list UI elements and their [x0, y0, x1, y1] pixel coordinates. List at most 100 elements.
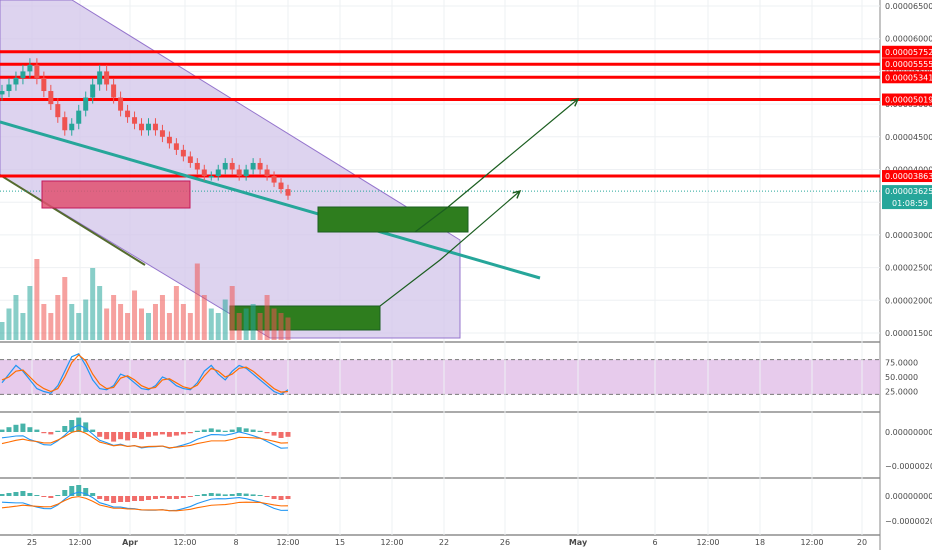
macd-histogram-bar	[132, 496, 138, 501]
price-axis-tick-label: 0.00006500	[885, 2, 932, 11]
macd-histogram-bar	[139, 432, 145, 440]
volume-bar	[111, 295, 117, 340]
signal-line	[1, 496, 289, 512]
volume-bar	[187, 313, 193, 340]
macd-histogram-bar	[76, 485, 82, 496]
time-axis-tick-label: Apr	[122, 538, 138, 547]
candle-body	[118, 97, 124, 111]
volume-bar	[257, 313, 263, 340]
macd-histogram-bar	[34, 429, 40, 432]
macd-histogram-bar	[125, 496, 131, 502]
macd-histogram-bar	[55, 495, 61, 496]
time-axis-tick-label: 12:00	[696, 538, 719, 547]
macd-histogram-bar	[6, 427, 12, 432]
macd-axis-tick-label: 0.00000000	[885, 492, 932, 501]
candle-body	[13, 77, 19, 85]
candle-body	[285, 189, 291, 196]
price-axis-tick-label: 0.00006000	[885, 35, 932, 44]
time-axis-tick-label: 15	[335, 538, 345, 547]
macd-histogram-bar	[111, 432, 117, 442]
volume-bar	[264, 295, 270, 340]
stochastic-axis-tick-label: 50.0000	[885, 373, 918, 382]
volume-bar	[104, 308, 110, 340]
macd-histogram-bar	[83, 422, 89, 432]
volume-bar	[83, 299, 89, 340]
macd-histogram-bar	[90, 429, 96, 432]
candle-body	[201, 169, 207, 177]
candle-body	[145, 123, 151, 131]
macd-histogram-bar	[152, 496, 158, 499]
macd-histogram-bar	[159, 432, 165, 435]
time-axis-tick-label: 18	[755, 538, 765, 547]
price-level-tag	[882, 170, 932, 183]
macd-histogram-bar	[243, 493, 249, 496]
volume-bar	[69, 304, 75, 340]
macd-histogram-bar	[62, 490, 68, 496]
projection-arrow-upper	[414, 99, 578, 233]
stochastic-line	[1, 354, 289, 393]
volume-bar	[97, 286, 103, 340]
macd-histogram-bar	[285, 496, 291, 499]
macd-histogram-bar	[104, 432, 110, 440]
price-level-tag	[882, 93, 932, 106]
macd-axis-tick-label: 0.00000000	[885, 428, 932, 437]
macd-histogram-bar	[187, 496, 193, 497]
macd-histogram-bar	[271, 432, 277, 436]
macd-histogram-bar	[104, 496, 110, 501]
price-level-tag	[882, 71, 932, 84]
macd-histogram-bar	[215, 493, 221, 496]
volume-bar	[215, 313, 221, 340]
price-axis-tick-label: 0.00002500	[885, 264, 932, 273]
time-axis-tick-label: 26	[500, 538, 510, 547]
macd-histogram-bar	[111, 496, 117, 503]
macd-histogram-bar	[139, 496, 145, 501]
macd-histogram-bar	[0, 429, 5, 432]
signal-line	[1, 430, 289, 449]
macd-histogram-bar	[201, 429, 207, 432]
macd-histogram-bar	[62, 426, 68, 432]
volume-bar	[250, 304, 256, 340]
volume-bar	[222, 299, 228, 340]
price-level-tag	[882, 58, 932, 71]
candle-body	[111, 84, 117, 98]
volume-bar	[201, 295, 207, 340]
price-axis-tick-label: 0.00004000	[885, 166, 932, 175]
pane-backgrounds	[0, 0, 881, 550]
price-level-tag-label: 0.00005019	[885, 96, 932, 105]
time-axis-tick-label: 25	[27, 538, 37, 547]
volume-bar	[90, 268, 96, 340]
volume-bar	[173, 286, 179, 340]
macd-histogram-bar	[27, 493, 33, 496]
candle-body	[6, 84, 12, 92]
macd-histogram-bar	[118, 432, 124, 440]
volume-bar	[118, 304, 124, 340]
volume-bar	[132, 290, 138, 340]
time-axis-tick-label: 12:00	[68, 538, 91, 547]
macd-histogram-bar	[250, 494, 256, 496]
candle-body	[236, 169, 242, 177]
candle-body	[173, 143, 179, 150]
price-axis-tick-label: 0.00003000	[885, 231, 932, 240]
volume-bar	[236, 313, 242, 340]
volume-bar	[76, 313, 82, 340]
candle-body	[264, 169, 270, 177]
macd-histogram-bar	[173, 432, 179, 436]
volume-bar	[159, 295, 165, 340]
macd-histogram-bar	[34, 495, 40, 496]
macd-histogram-bar	[48, 432, 54, 435]
candle-body	[132, 117, 138, 124]
macd-histogram-bar	[20, 423, 26, 432]
macd-histogram-bar	[208, 428, 214, 432]
macd-histogram-bar	[125, 432, 131, 441]
volume-bar	[194, 263, 200, 340]
time-axis-tick-label: 12:00	[800, 538, 823, 547]
volume-bar	[0, 322, 5, 340]
macd-histogram-bar	[187, 432, 193, 434]
macd-histogram-bar	[180, 496, 186, 498]
macd-histogram-bar	[97, 432, 103, 437]
volume-bar	[180, 304, 186, 340]
candle-body	[243, 169, 249, 177]
macd-histogram-bar	[41, 496, 47, 497]
